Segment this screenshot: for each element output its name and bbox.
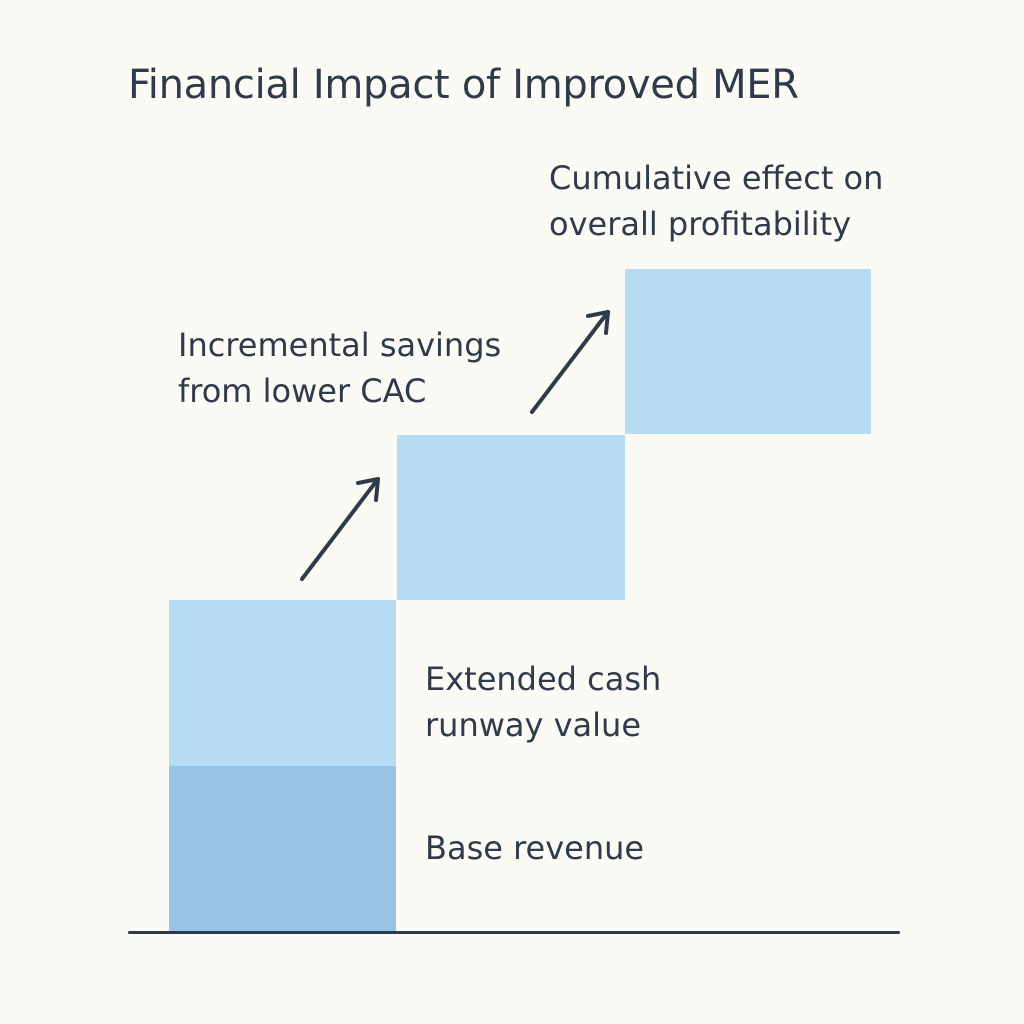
cumulative-effect-label-line-2: overall profitability [549,205,852,243]
incremental-savings-label-line-1: Incremental savings [178,326,502,364]
incremental-savings-label-line-2: from lower CAC [178,372,427,410]
base-revenue-label-line-1: Base revenue [425,829,645,867]
arrow-up-right-icon [530,310,610,414]
base-revenue-block [169,766,396,931]
diagram-title: Financial Impact of Improved MER [128,62,799,108]
extended-runway-label-line-1: Extended cash [425,660,662,698]
arrow-up-right-icon [300,477,380,581]
extended-runway-label: Extended cash runway value [425,656,661,748]
cumulative-effect-label: Cumulative effect on overall profitabili… [549,155,883,247]
cumulative-effect-label-line-1: Cumulative effect on [549,159,884,197]
extended-runway-label-line-2: runway value [425,706,642,744]
extended-runway-block [169,600,396,766]
base-revenue-label: Base revenue [425,825,644,871]
incremental-savings-label: Incremental savings from lower CAC [178,322,501,414]
incremental-savings-block [397,435,625,600]
baseline [128,931,900,934]
cumulative-effect-block [625,269,871,434]
